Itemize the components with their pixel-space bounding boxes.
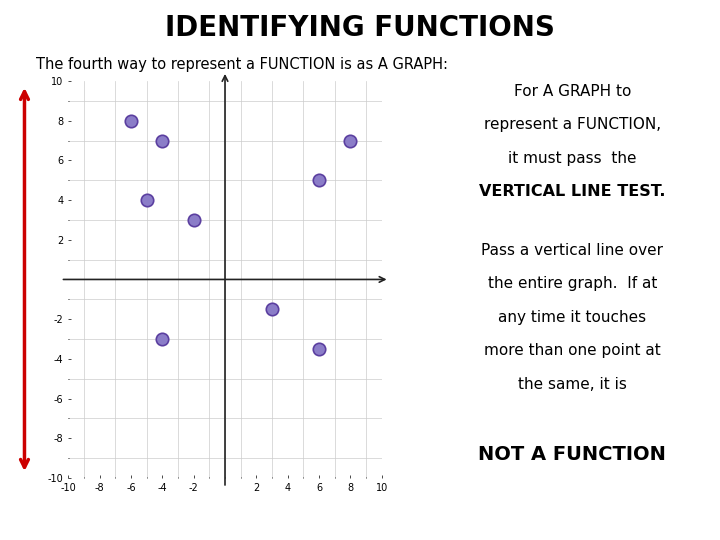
Text: represent a FUNCTION,: represent a FUNCTION, [484,117,661,132]
Point [345,136,356,145]
Point [157,136,168,145]
Text: it must pass  the: it must pass the [508,151,636,166]
Text: any time it touches: any time it touches [498,310,647,325]
Point [313,345,325,353]
Point [157,335,168,343]
Point [141,195,153,204]
Point [188,215,199,224]
Point [266,305,278,314]
Text: more than one point at: more than one point at [484,343,661,359]
Text: The fourth way to represent a FUNCTION is as A GRAPH:: The fourth way to represent a FUNCTION i… [36,57,448,72]
Point [125,116,137,125]
Point [313,176,325,185]
Text: For A GRAPH to: For A GRAPH to [513,84,631,99]
Text: VERTICAL LINE TEST.: VERTICAL LINE TEST. [479,184,666,199]
Text: Pass a vertical line over: Pass a vertical line over [482,243,663,258]
Text: NOT A FUNCTION: NOT A FUNCTION [479,446,666,464]
Text: IDENTIFYING FUNCTIONS: IDENTIFYING FUNCTIONS [165,14,555,42]
Text: the entire graph.  If at: the entire graph. If at [487,276,657,292]
Text: the same, it is: the same, it is [518,377,627,392]
